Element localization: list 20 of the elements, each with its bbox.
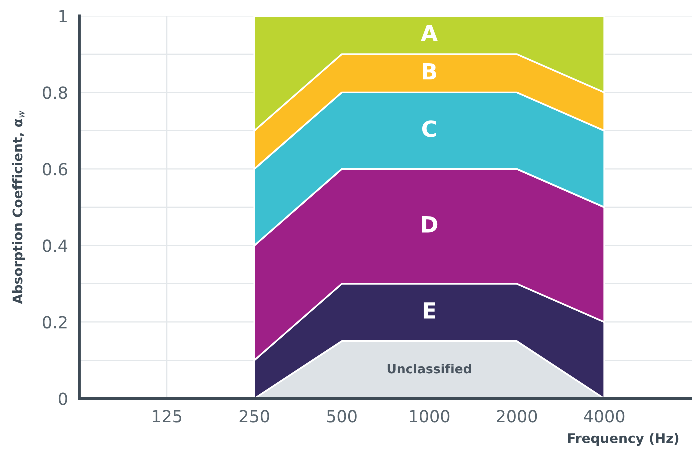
series-label: D [422, 216, 438, 233]
x-tick-label: 250 [240, 410, 270, 423]
y-tick-label: 0.4 [43, 240, 68, 252]
x-tick-label: 4000 [584, 410, 625, 423]
x-tick-label: 500 [327, 410, 357, 423]
series-label: C [422, 120, 436, 138]
y-tick-label: 0.2 [43, 316, 67, 329]
x-tick-label: 1000 [410, 410, 450, 423]
x-axis-title: Frequency (Hz) [568, 433, 679, 446]
series-label: Unclassified [388, 364, 472, 374]
series-label: B [423, 63, 436, 80]
y-tick-label: 0.6 [43, 163, 68, 176]
x-tick-label: 2000 [497, 410, 538, 423]
series-label: E [424, 302, 436, 319]
y-tick-label: 1 [60, 10, 67, 22]
y-tick-label: 0.8 [43, 86, 68, 100]
y-axis-title: Absorption Coefficient, α$_{w}$ [12, 110, 26, 304]
series-label: A [421, 25, 438, 42]
y-tick-label: 0 [58, 392, 68, 406]
x-tick-label: 125 [152, 410, 182, 423]
